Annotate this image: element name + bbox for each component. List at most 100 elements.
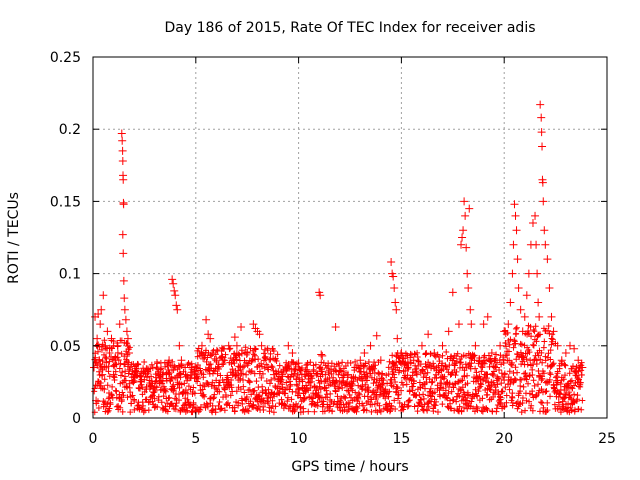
- data-point-mark: [538, 142, 547, 151]
- data-band-mark: [492, 363, 499, 370]
- data-point-mark: [387, 258, 396, 267]
- data-band-mark: [184, 377, 191, 384]
- data-band-mark: [499, 388, 506, 395]
- data-band-mark: [284, 373, 291, 380]
- data-band-mark: [226, 402, 233, 409]
- data-point-mark: [475, 356, 484, 365]
- data-band-mark: [269, 397, 276, 404]
- data-band-mark: [119, 369, 126, 376]
- data-point-mark: [487, 349, 496, 358]
- data-band-mark: [530, 342, 537, 349]
- data-band-mark: [421, 401, 428, 408]
- data-point-mark: [257, 341, 266, 350]
- data-band-mark: [540, 370, 547, 377]
- data-band-mark: [194, 378, 201, 385]
- data-band-mark: [483, 375, 490, 382]
- y-axis-label: ROTI / TECUs: [6, 192, 22, 284]
- data-band-mark: [195, 345, 202, 352]
- data-band-mark: [540, 344, 547, 351]
- data-band-mark: [184, 407, 191, 414]
- data-band-mark: [342, 394, 349, 401]
- data-band-mark: [153, 358, 160, 365]
- data-point-mark: [278, 370, 287, 379]
- data-band-mark: [122, 368, 129, 375]
- data-point-mark: [99, 291, 108, 300]
- data-point-mark: [321, 370, 330, 379]
- data-band-mark: [98, 346, 105, 353]
- data-band-mark: [539, 375, 546, 382]
- data-band-mark: [543, 388, 550, 395]
- data-band-mark: [323, 387, 330, 394]
- data-band-mark: [365, 359, 372, 366]
- data-band-mark: [517, 340, 524, 347]
- data-band-mark: [243, 394, 250, 401]
- data-band-mark: [239, 400, 246, 407]
- data-point-mark: [541, 240, 550, 249]
- data-band-mark: [239, 364, 246, 371]
- y-tick-label: 0.05: [50, 339, 81, 355]
- data-band-mark: [120, 392, 127, 399]
- data-band-mark: [505, 348, 512, 355]
- data-band-mark: [524, 361, 531, 368]
- data-band-mark: [519, 394, 526, 401]
- data-band-mark: [263, 378, 270, 385]
- data-band-mark: [529, 388, 536, 395]
- data-band-mark: [548, 341, 555, 348]
- data-band-mark: [539, 359, 546, 366]
- data-band-mark: [362, 360, 369, 367]
- data-band-mark: [334, 393, 341, 400]
- data-point-mark: [118, 230, 127, 239]
- data-band-mark: [304, 359, 311, 366]
- data-point-mark: [397, 349, 406, 358]
- data-band-mark: [95, 404, 102, 411]
- data-band-mark: [228, 360, 235, 367]
- data-band-mark: [336, 385, 343, 392]
- data-band-mark: [300, 405, 307, 412]
- data-band-mark: [314, 384, 321, 391]
- data-band-mark: [288, 396, 295, 403]
- data-band-mark: [261, 365, 268, 372]
- data-band-mark: [406, 397, 413, 404]
- data-band-mark: [383, 372, 390, 379]
- data-point-mark: [514, 284, 523, 293]
- data-band-mark: [547, 393, 554, 400]
- data-band-mark: [228, 376, 235, 383]
- data-band-mark: [197, 403, 204, 410]
- data-band-mark: [404, 403, 411, 410]
- data-band-mark: [533, 338, 540, 345]
- data-point-mark: [479, 320, 488, 329]
- data-band-mark: [176, 397, 183, 404]
- data-band-mark: [166, 394, 173, 401]
- data-band-mark: [548, 335, 555, 342]
- data-band-mark: [134, 360, 141, 367]
- data-band-mark: [103, 359, 110, 366]
- data-band-mark: [481, 360, 488, 367]
- data-point-mark: [553, 341, 562, 350]
- data-point-mark: [512, 226, 521, 235]
- data-band-mark: [203, 347, 210, 354]
- data-band-mark: [282, 390, 289, 397]
- data-band-mark: [574, 396, 581, 403]
- data-point-mark: [224, 341, 233, 350]
- data-band-mark: [106, 358, 113, 365]
- data-band-mark: [319, 366, 326, 373]
- data-band-mark: [263, 390, 270, 397]
- data-band-mark: [529, 407, 536, 414]
- data-band-mark: [108, 392, 115, 399]
- data-band-mark: [545, 323, 552, 330]
- data-band-mark: [128, 400, 135, 407]
- data-band-mark: [149, 398, 156, 405]
- data-band-mark: [523, 373, 530, 380]
- data-band-mark: [248, 368, 255, 375]
- data-band-mark: [396, 400, 403, 407]
- data-band-mark: [156, 374, 163, 381]
- data-band-mark: [456, 403, 463, 410]
- data-band-mark: [459, 393, 466, 400]
- data-band-mark: [176, 384, 183, 391]
- data-point-mark: [105, 349, 114, 358]
- data-point-mark: [391, 298, 400, 307]
- data-band-mark: [507, 361, 514, 368]
- data-band-mark: [309, 375, 316, 382]
- data-point-mark: [206, 334, 215, 343]
- grid-lines: [93, 57, 607, 418]
